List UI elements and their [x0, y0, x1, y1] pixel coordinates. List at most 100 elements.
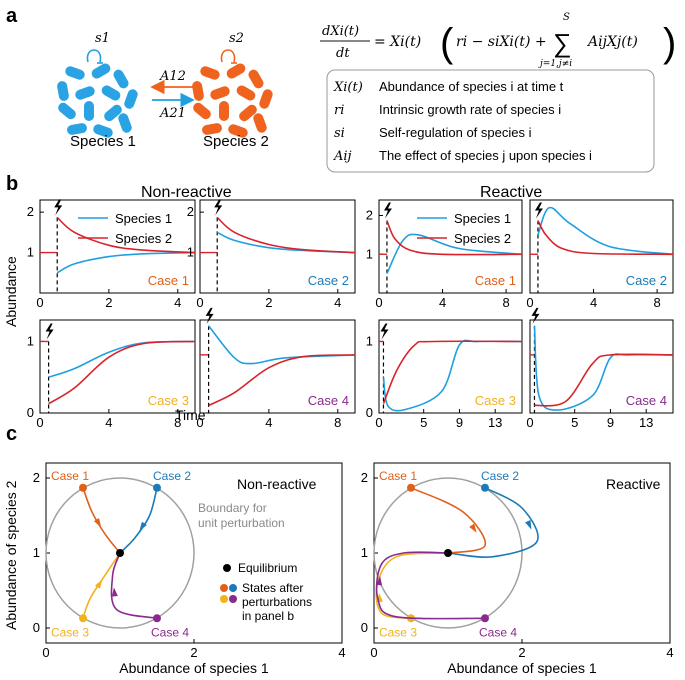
series-species-2 [208, 354, 356, 407]
case-label: Case 3 [379, 625, 417, 639]
species2-cell [236, 85, 256, 101]
trajectory-case1 [410, 487, 487, 554]
x-tick-label: 2 [190, 645, 197, 660]
species1-cell [93, 124, 113, 138]
x-tick-label: 0 [36, 415, 43, 430]
x-tick-label: 8 [334, 415, 341, 430]
case-label: Case 1 [148, 273, 189, 288]
x-tick-label: 4 [666, 645, 673, 660]
species2-cell [219, 101, 229, 121]
y-tick-label: 1 [27, 245, 34, 260]
legend-equilibrium-marker [223, 564, 231, 572]
definitions-list: Xi(t) Abundance of species i at time t ri I… [333, 79, 592, 164]
trajectory-case4 [375, 551, 486, 620]
unit-perturbation-boundary [45, 477, 195, 629]
eq-lhs-numerator: dXi(t) [322, 24, 359, 39]
case-label: Case 1 [379, 469, 417, 483]
y-tick-label: 2 [361, 470, 368, 485]
time-series-reactive-case3: 0 5 9 13 0 1 Case 3 [366, 319, 523, 430]
lightning-icon [205, 307, 214, 324]
x-tick-label: 5 [420, 415, 427, 430]
plot-frame [529, 199, 674, 294]
start-state-marker [481, 483, 489, 492]
lightning-icon [531, 307, 540, 324]
case-label: Case 4 [308, 393, 349, 408]
legend-equilibrium-text: Equilibrium [238, 561, 297, 575]
x-tick-label: 2 [518, 645, 525, 660]
x-tick-label: 9 [456, 415, 463, 430]
eq-ri: ri − siXi(t) + [456, 34, 547, 50]
species1-cell [84, 101, 94, 121]
x-tick-label: 0 [36, 295, 43, 310]
x-tick-label: 4 [439, 295, 446, 310]
plot-frame [39, 199, 196, 294]
trajectory-arrow [525, 520, 532, 530]
x-tick-label: 0 [375, 295, 382, 310]
species1-cell [75, 86, 95, 100]
lightning-icon [54, 199, 63, 216]
species1-cell [101, 85, 121, 101]
y-tick-label: 0 [33, 620, 40, 635]
species2-cell [193, 102, 211, 120]
y-tick-label: 1 [33, 545, 40, 560]
legend-dot-case2 [229, 584, 237, 592]
species2-cell [228, 124, 248, 138]
species2-cell [192, 81, 204, 101]
definition-symbol: si [334, 126, 345, 141]
species1-cell [104, 104, 122, 122]
x-tick-label: 0 [196, 415, 203, 430]
x-tick-label: 8 [502, 295, 509, 310]
plot-frame [39, 319, 196, 414]
s2-label: s2 [229, 31, 244, 46]
eq-sum-term: AijXj(t) [586, 34, 638, 50]
trajectory-case4 [110, 552, 158, 620]
x-tick-label: 4 [265, 415, 272, 430]
species2-cell [210, 86, 230, 100]
x-tick-label: 0 [526, 415, 533, 430]
y-tick-label: 1 [366, 333, 373, 348]
species1-label: Species 1 [70, 133, 136, 150]
legend-states-line1: States after [242, 581, 303, 595]
lightning-icon [380, 323, 389, 340]
lightning-icon [214, 199, 223, 216]
time-series-non-reactive-case4: 0 4 8 Case 4 [196, 307, 356, 430]
series-species-1 [216, 231, 356, 254]
x-axis-label: Abundance of species 1 [447, 660, 597, 676]
panel-b-label: b [6, 173, 18, 195]
species1-cell [57, 81, 69, 101]
x-tick-label: 0 [370, 645, 377, 660]
plot-frame [378, 199, 523, 294]
unit-perturbation-boundary [373, 477, 523, 629]
a21-label: A21 [159, 106, 186, 121]
trajectory-case3 [375, 552, 449, 620]
y-tick-label: 1 [366, 246, 373, 261]
series-species-1 [537, 206, 674, 256]
series-species-2 [48, 340, 196, 405]
lightning-icon [383, 202, 392, 219]
legend-text: Species 1 [115, 211, 172, 226]
x-tick-label: 5 [571, 415, 578, 430]
trajectory-case3 [82, 552, 121, 619]
lv-equation: dXi(t) dt = Xi(t) ( ri − siXi(t) + S ∑ j… [320, 12, 676, 69]
y-tick-label: 0 [366, 405, 373, 420]
legend-text: Species 2 [454, 231, 511, 246]
trajectory-arrow [469, 523, 477, 533]
case-label: Case 3 [475, 393, 516, 408]
series-species-1 [207, 325, 356, 365]
eq-sum-bottom: j=1,j≠i [538, 59, 572, 69]
trajectory-arrow [94, 579, 103, 589]
equilibrium-marker [444, 549, 452, 557]
species2-cell [239, 104, 257, 122]
species1-cell [67, 123, 87, 135]
trajectory-arrow [93, 518, 102, 528]
case-label: Case 2 [626, 273, 667, 288]
species1-cell [91, 63, 111, 79]
y-tick-label: 0 [361, 620, 368, 635]
case-label: Case 3 [51, 625, 89, 639]
species1-cell-cluster [57, 63, 138, 138]
series-species-1 [386, 233, 523, 274]
legend-states-line3: in panel b [242, 609, 294, 623]
definition-text: The effect of species j upon species i [379, 148, 592, 163]
time-series-non-reactive-case2: 0 2 4 1 2 Case 2 [187, 199, 356, 310]
